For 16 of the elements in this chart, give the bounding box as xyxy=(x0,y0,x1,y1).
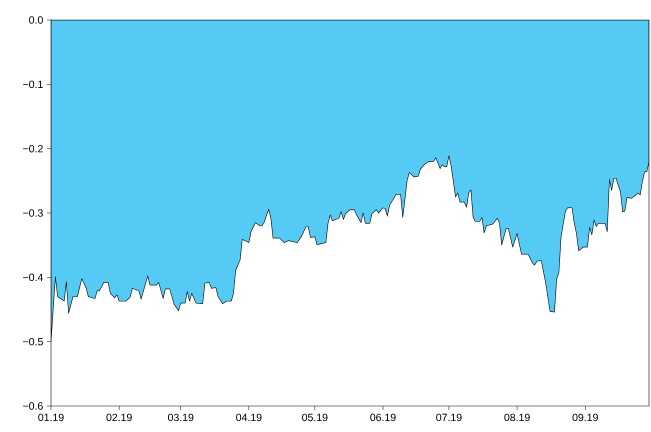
y-tick-label: −0.3 xyxy=(23,209,43,217)
x-tick-label: 08.19 xyxy=(504,414,530,422)
x-tick-label: 04.19 xyxy=(236,414,262,422)
x-tick-label: 06.19 xyxy=(370,414,396,422)
y-tick-label: −0.1 xyxy=(23,80,43,88)
x-tick-label: 03.19 xyxy=(168,414,194,422)
x-tick-label: 05.19 xyxy=(302,414,328,422)
y-tick-label: 0.0 xyxy=(29,16,43,24)
y-tick-label: −0.2 xyxy=(23,144,43,152)
x-tick-label: 02.19 xyxy=(106,414,132,422)
y-tick-label: −0.4 xyxy=(23,274,43,282)
x-tick-label: 01.19 xyxy=(38,414,64,422)
x-tick-label: 07.19 xyxy=(436,414,462,422)
x-tick-label: 09.19 xyxy=(572,414,598,422)
y-tick-label: −0.6 xyxy=(23,402,43,410)
y-tick-label: −0.5 xyxy=(23,338,43,346)
